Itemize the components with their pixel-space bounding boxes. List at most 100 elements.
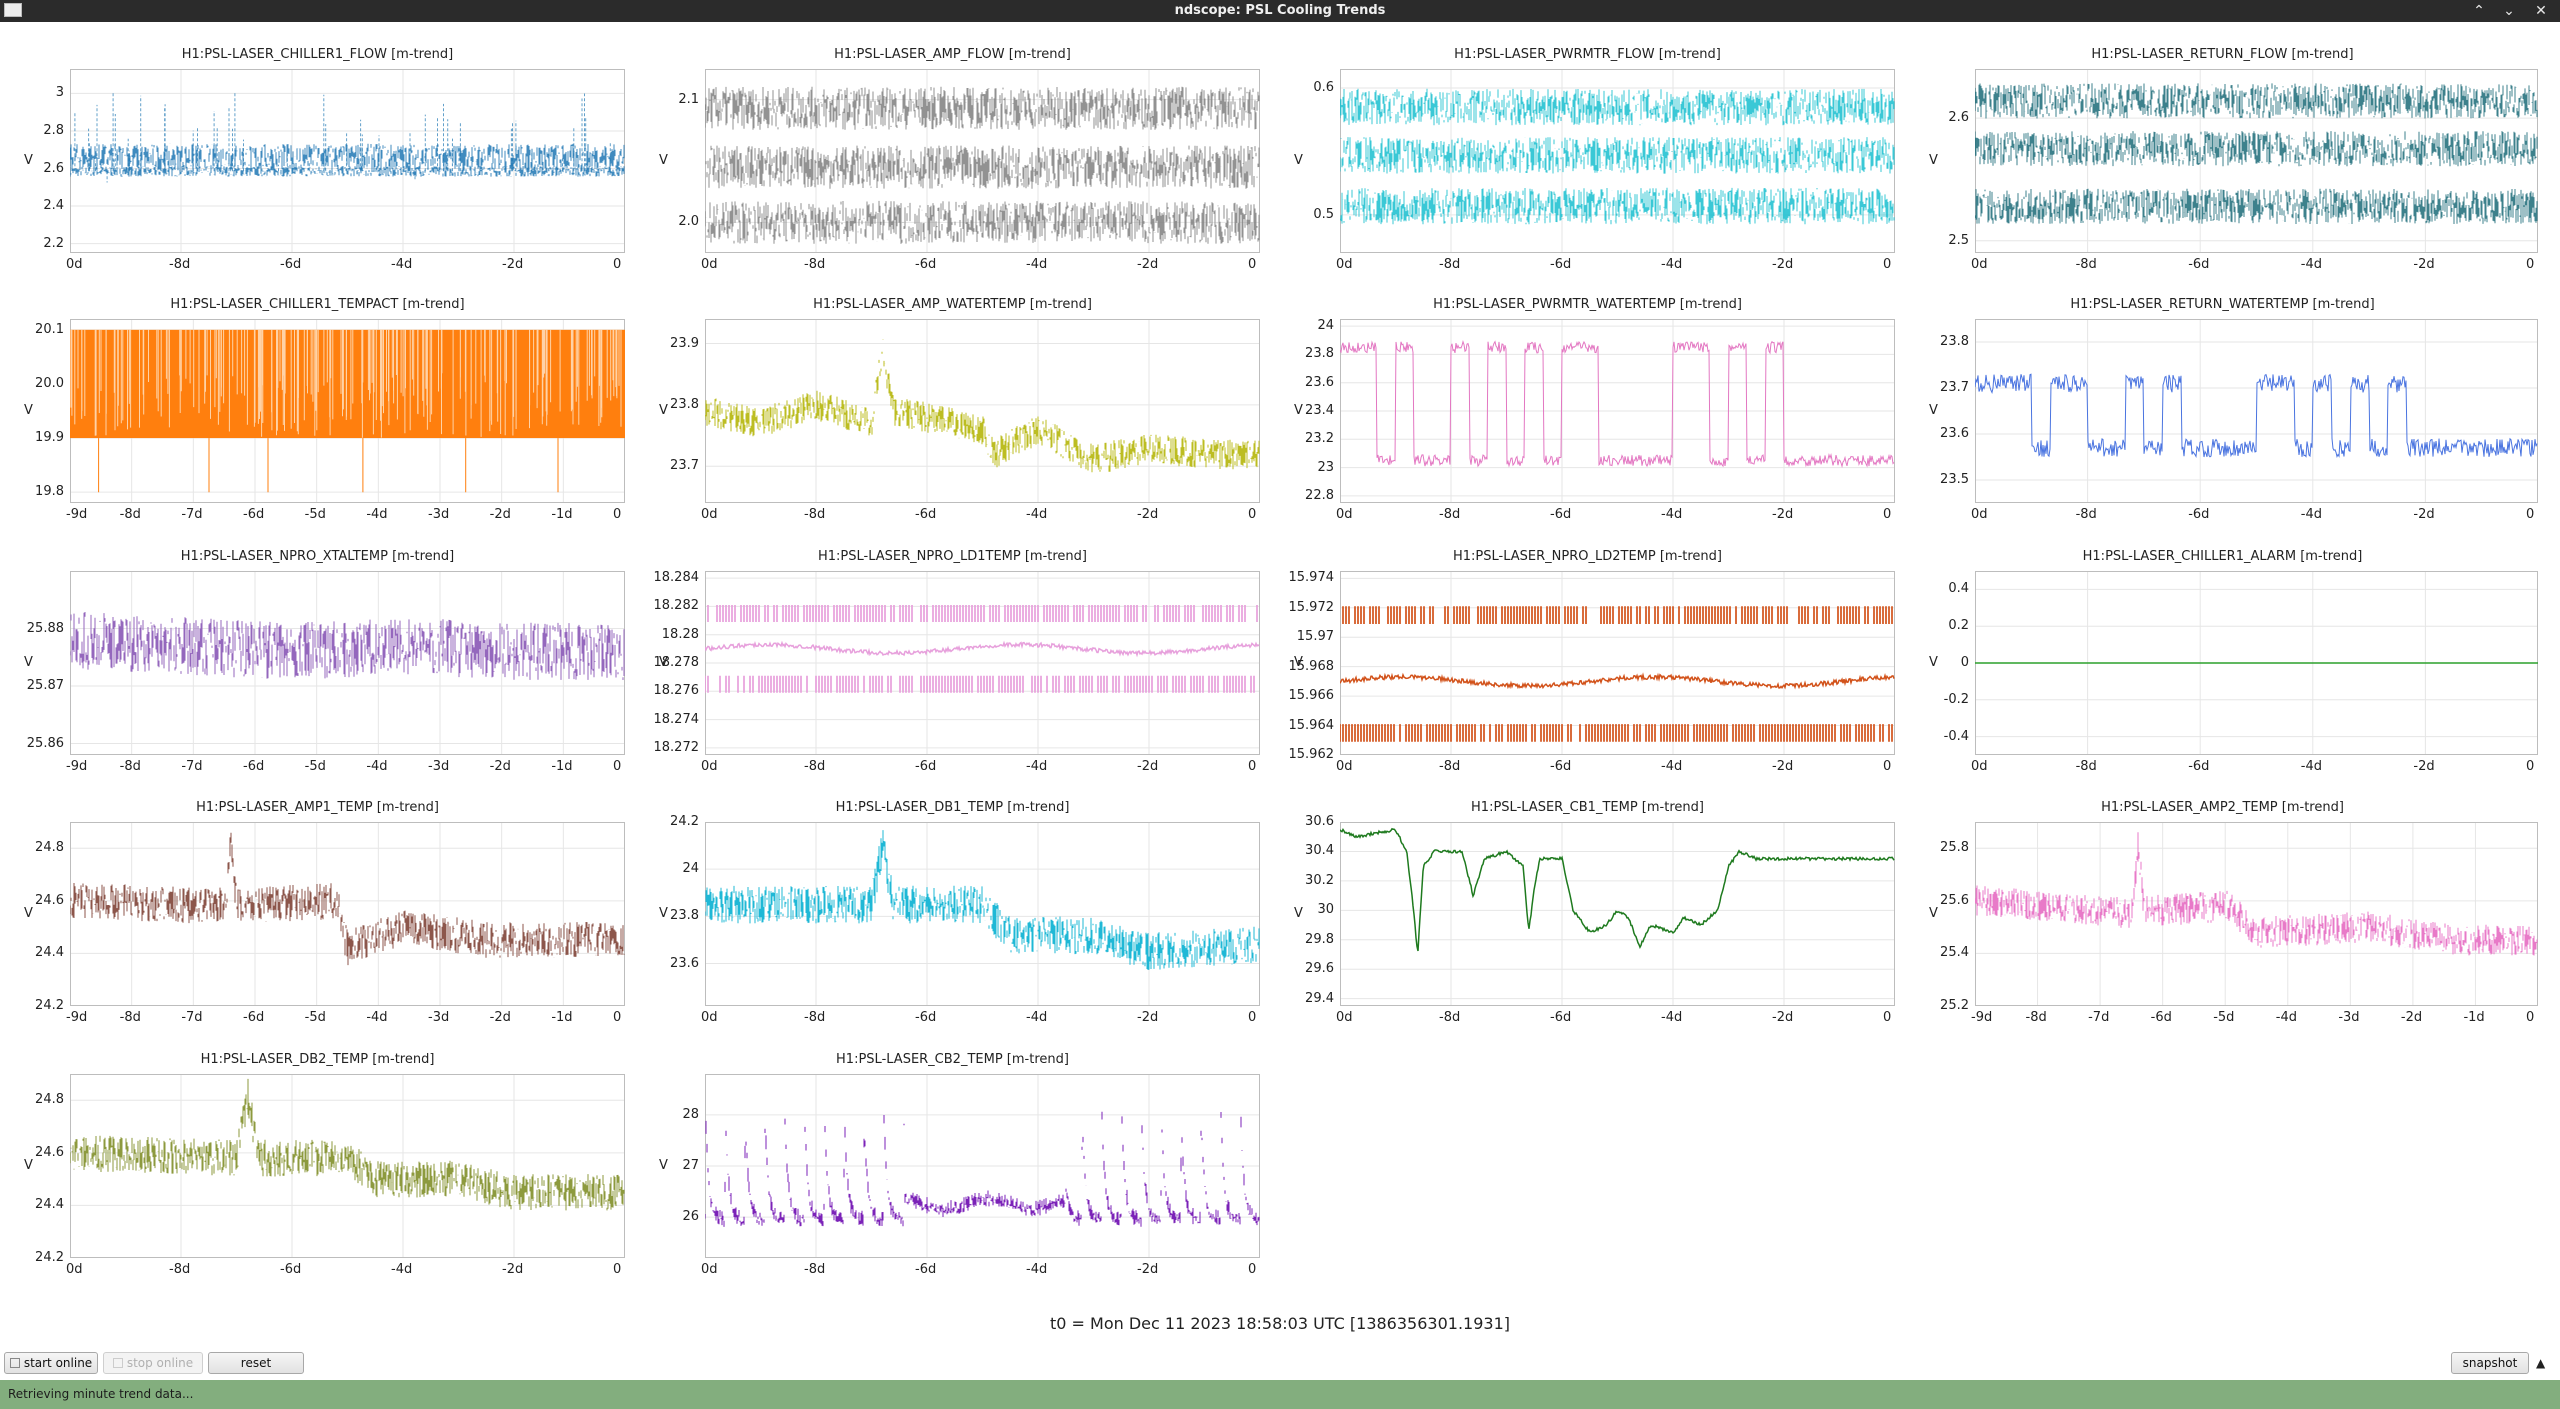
plot-amp2-temp[interactable]: H1:PSL-LASER_AMP2_TEMP [m-trend] V 25.8 25.…	[1905, 800, 2540, 1050]
plot-return-flow[interactable]: H1:PSL-LASER_RETURN_FLOW [m-trend] V 2.6 2.…	[1905, 47, 2540, 297]
y-tick-label: 19.9	[35, 430, 64, 446]
series-line	[70, 612, 625, 680]
plot-canvas[interactable]	[1975, 69, 2538, 253]
snapshot-button[interactable]: snapshot	[2451, 1352, 2529, 1374]
series-quantized	[1342, 606, 1893, 624]
x-tick-label: 0	[2526, 1010, 2535, 1025]
plot-npro-ld1temp[interactable]: H1:PSL-LASER_NPRO_LD1TEMP [m-trend] V 18.2…	[635, 549, 1270, 799]
y-tick-label: 18.276	[653, 683, 700, 699]
plot-canvas[interactable]	[1340, 69, 1895, 253]
series-band	[70, 166, 625, 177]
plot-cb1-temp[interactable]: H1:PSL-LASER_CB1_TEMP [m-trend] V 30.6 30.4…	[1270, 800, 1905, 1050]
plot-canvas[interactable]	[1975, 571, 2538, 755]
plot-canvas[interactable]	[705, 822, 1260, 1006]
plot-canvas[interactable]	[70, 319, 625, 503]
x-tick-label: 0	[613, 1010, 622, 1025]
start-online-button[interactable]: start online	[4, 1352, 98, 1374]
x-tick-label: -8d	[2075, 759, 2097, 774]
y-tick-label: 15.972	[1288, 599, 1335, 615]
x-tick-label: 0d	[1336, 257, 1353, 272]
plot-canvas[interactable]	[1340, 571, 1895, 755]
plot-db1-temp[interactable]: H1:PSL-LASER_DB1_TEMP [m-trend] V 24.2 24 23…	[635, 800, 1270, 1050]
series-line	[70, 832, 625, 966]
series-line	[1340, 827, 1895, 952]
plot-npro-xtaltemp[interactable]: H1:PSL-LASER_NPRO_XTALTEMP [m-trend] V 25.…	[0, 549, 635, 799]
x-tick-label: -4d	[391, 257, 413, 272]
x-tick-label: -3d	[2338, 1010, 2360, 1025]
x-tick-label: -4d	[1661, 759, 1683, 774]
plot-chiller1-alarm[interactable]: H1:PSL-LASER_CHILLER1_ALARM [m-trend] V 0.…	[1905, 549, 2540, 799]
expand-arrow-icon[interactable]: ▲	[2536, 1356, 2546, 1370]
y-tick-label: 23.8	[1940, 334, 1969, 349]
plot-canvas[interactable]	[1340, 822, 1895, 1006]
x-tick-label: 0d	[701, 507, 718, 522]
grid	[705, 571, 1260, 755]
plot-npro-ld2temp[interactable]: H1:PSL-LASER_NPRO_LD2TEMP [m-trend] V 15.9…	[1270, 549, 1905, 799]
plot-canvas[interactable]	[705, 571, 1260, 755]
t0-label: t0 = Mon Dec 11 2023 18:58:03 UTC [13863…	[1050, 1314, 1510, 1333]
plot-pwrmtr-flow[interactable]: H1:PSL-LASER_PWRMTR_FLOW [m-trend] V 0.6 0.…	[1270, 47, 1905, 297]
x-tick-label: -4d	[2300, 759, 2323, 774]
grid	[1340, 822, 1895, 1006]
plot-canvas[interactable]	[70, 571, 625, 755]
x-tick-label: -9d	[66, 507, 88, 522]
plot-canvas[interactable]	[70, 1074, 625, 1258]
y-tick-label: 25.87	[26, 678, 64, 693]
y-tick-label: 2.2	[43, 235, 64, 251]
x-tick-label: -8d	[1439, 257, 1461, 272]
y-tick-label: 23.6	[670, 955, 699, 971]
x-tick-label: -4d	[1026, 1262, 1048, 1277]
plot-canvas[interactable]	[70, 69, 625, 253]
x-tick-label: -2d	[489, 1010, 511, 1025]
plot-grid[interactable]: H1:PSL-LASER_CHILLER1_FLOW [m-trend] V 3 2.…	[0, 22, 2560, 1312]
maximize-button[interactable]: ⌄	[2503, 3, 2515, 19]
plot-canvas[interactable]	[705, 319, 1260, 503]
y-tick-label: 2.1	[678, 91, 699, 107]
x-tick-label: -2d	[489, 759, 511, 774]
x-tick-label: -2d	[502, 1262, 524, 1277]
plot-canvas[interactable]	[1975, 822, 2538, 1006]
plot-canvas[interactable]	[1975, 319, 2538, 503]
plot-cb2-temp[interactable]: H1:PSL-LASER_CB2_TEMP [m-trend] V 28 27 26 0d…	[635, 1052, 1270, 1302]
y-tick-label: 30.2	[1305, 872, 1334, 888]
plot-canvas[interactable]	[1340, 319, 1895, 503]
x-tick-label: -1d	[551, 1010, 573, 1025]
stop-icon	[112, 1358, 123, 1368]
y-tick-label: 23.8	[1305, 346, 1334, 362]
x-tick-label: -6d	[1550, 1010, 1572, 1025]
plot-amp-watertemp[interactable]: H1:PSL-LASER_AMP_WATERTEMP [m-trend] V 23.…	[635, 297, 1270, 547]
plot-title: H1:PSL-LASER_AMP_FLOW [m-trend]	[834, 47, 1071, 62]
plot-canvas[interactable]	[70, 822, 625, 1006]
x-tick-label: -9d	[1971, 1010, 1993, 1025]
plot-pwrmtr-watertemp[interactable]: H1:PSL-LASER_PWRMTR_WATERTEMP [m-trend] V…	[1270, 297, 1905, 547]
x-tick-label: -4d	[391, 1262, 413, 1277]
y-tick-label: 24.6	[35, 892, 64, 908]
x-tick-label: -9d	[66, 759, 88, 774]
x-tick-label: 0d	[1336, 507, 1353, 522]
plot-title: H1:PSL-LASER_CB2_TEMP [m-trend]	[836, 1052, 1069, 1067]
y-tick-label: 23.7	[1940, 380, 1969, 395]
close-button[interactable]: ✕	[2535, 3, 2547, 19]
series-band	[705, 200, 1260, 244]
x-tick-label: -6d	[280, 1262, 302, 1277]
plot-canvas[interactable]	[705, 69, 1260, 253]
plot-title: H1:PSL-LASER_RETURN_FLOW [m-trend]	[2091, 47, 2354, 62]
grid	[1975, 822, 2538, 1006]
y-tick-label: 24.4	[35, 945, 64, 961]
plot-frame	[1975, 319, 2538, 503]
x-tick-label: -8d	[804, 257, 826, 272]
plot-amp1-temp[interactable]: H1:PSL-LASER_AMP1_TEMP [m-trend] V 24.8 24.…	[0, 800, 635, 1050]
reset-button[interactable]: reset	[208, 1352, 304, 1374]
y-tick-label: 24.4	[35, 1197, 64, 1213]
x-tick-label: 0	[613, 507, 622, 522]
plot-amp-flow[interactable]: H1:PSL-LASER_AMP_FLOW [m-trend] V 2.1 2.0 0d…	[635, 47, 1270, 297]
plot-chiller1-flow[interactable]: H1:PSL-LASER_CHILLER1_FLOW [m-trend] V 3 2.…	[0, 47, 635, 297]
plot-db2-temp[interactable]: H1:PSL-LASER_DB2_TEMP [m-trend] V 24.8 24.6…	[0, 1052, 635, 1302]
start-online-label: start online	[23, 1356, 93, 1370]
minimize-button[interactable]: ⌃	[2473, 3, 2485, 19]
plot-return-watertemp[interactable]: H1:PSL-LASER_RETURN_WATERTEMP [m-trend] V…	[1905, 297, 2540, 547]
x-tick-label: -4d	[2300, 257, 2323, 272]
plot-canvas[interactable]	[705, 1074, 1260, 1258]
y-tick-label: 23.5	[1940, 472, 1969, 487]
plot-chiller1-tempact[interactable]: H1:PSL-LASER_CHILLER1_TEMPACT [m-trend] V…	[0, 297, 635, 547]
